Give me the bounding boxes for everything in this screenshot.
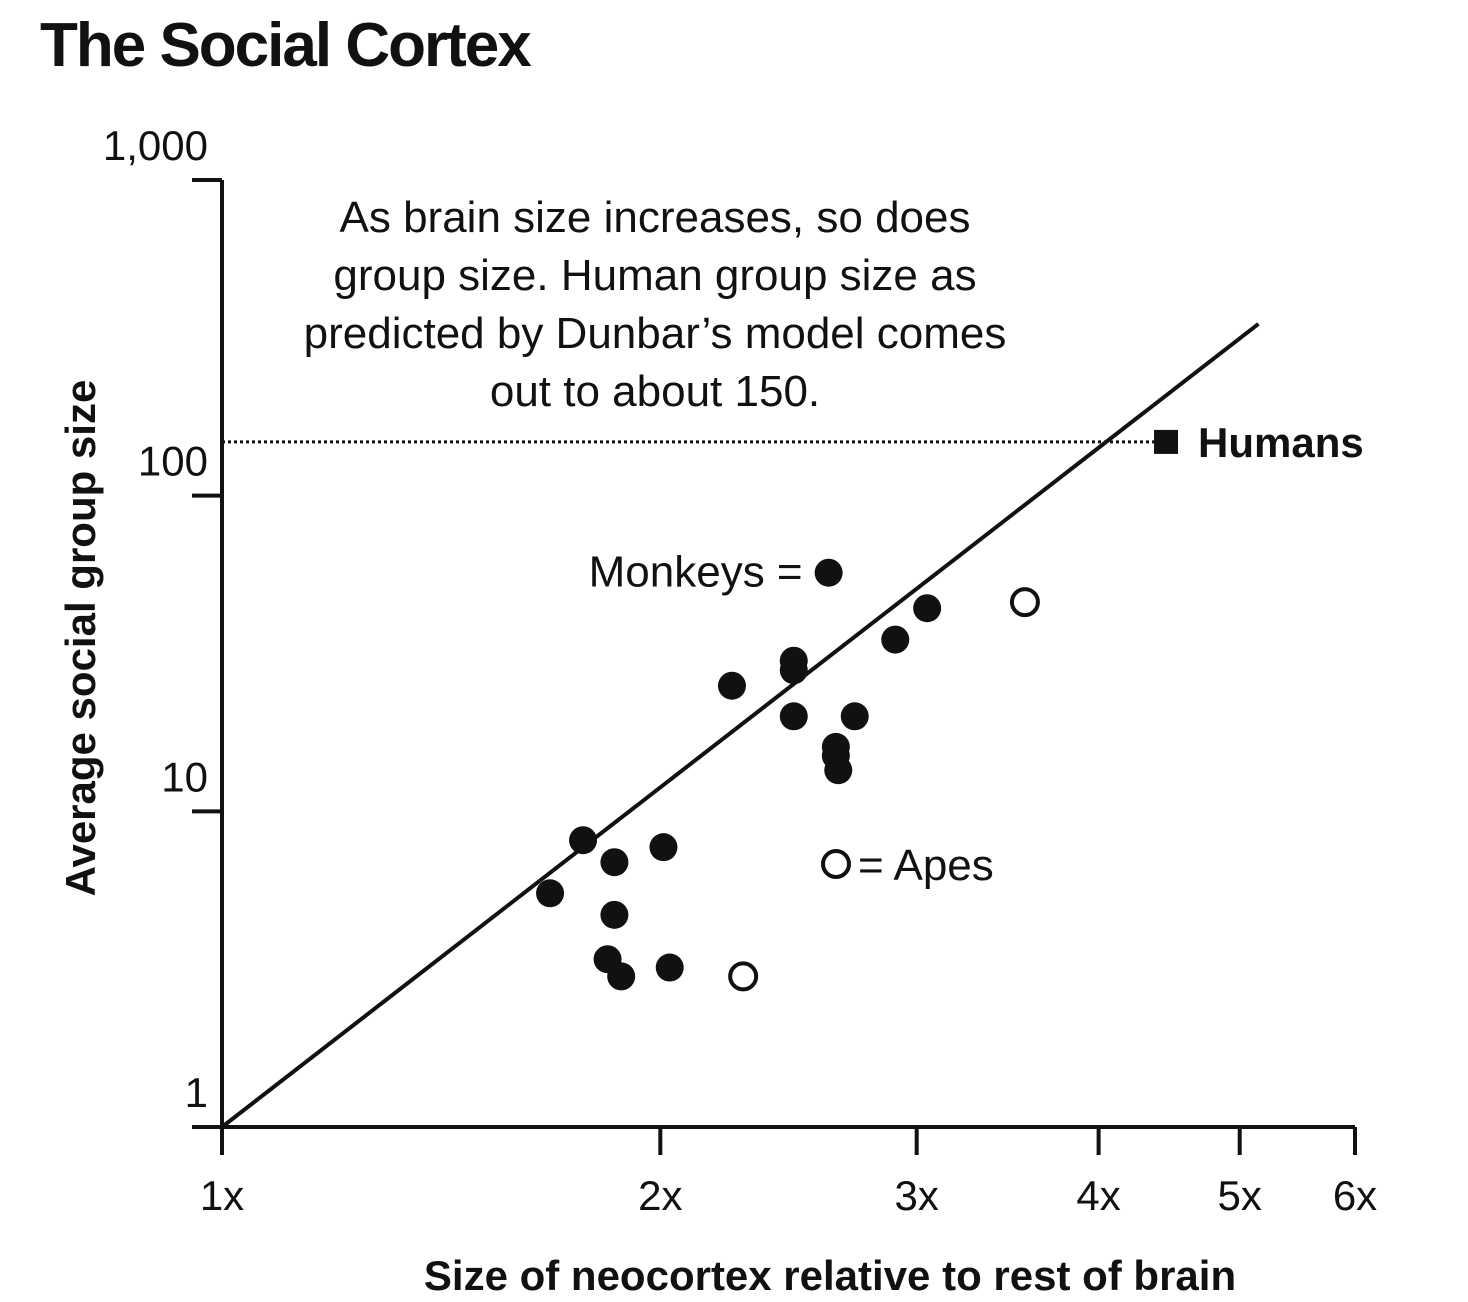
monkey-point <box>649 833 678 862</box>
humans-point <box>1154 429 1179 454</box>
x-tick-label: 3x <box>895 1172 939 1219</box>
axes: 1 10 100 1,000 1x 2x 3x 4x 5x 6x <box>103 122 1377 1219</box>
x-tick-label: 1x <box>200 1172 244 1219</box>
monkey-point <box>779 702 808 731</box>
monkey-point <box>717 671 746 700</box>
monkey-point <box>569 826 598 855</box>
ape-point <box>1009 587 1040 618</box>
monkey-point <box>536 879 565 908</box>
monkey-point <box>840 702 869 731</box>
monkey-point <box>881 625 910 654</box>
monkeys-legend-label: Monkeys = <box>589 548 803 597</box>
monkey-point <box>824 756 853 785</box>
legend: Monkeys = = Apes <box>589 548 994 890</box>
annotation-line: out to about 150. <box>490 367 820 416</box>
annotation-line: group size. Human group size as <box>333 251 976 300</box>
chart-title: The Social Cortex <box>40 11 532 80</box>
y-axis-label: Average social group size <box>57 380 104 897</box>
x-tick-label: 5x <box>1218 1172 1262 1219</box>
apes-legend-label: = Apes <box>858 841 994 890</box>
data-points: Humans <box>536 419 1364 992</box>
monkey-point <box>600 848 629 877</box>
annotation-line: As brain size increases, so does <box>340 193 971 242</box>
annotation-line: predicted by Dunbar’s model comes <box>304 309 1007 358</box>
y-tick-label: 100 <box>138 438 208 485</box>
y-tick-label: 1 <box>185 1069 208 1116</box>
y-tick-label: 10 <box>161 753 208 800</box>
monkey-point <box>655 953 684 982</box>
ape-point <box>728 961 759 992</box>
annotation: As brain size increases, so does group si… <box>304 193 1007 416</box>
x-tick-label: 6x <box>1333 1172 1377 1219</box>
x-tick-label: 4x <box>1076 1172 1120 1219</box>
x-tick-label: 2x <box>638 1172 682 1219</box>
monkey-point <box>607 962 636 991</box>
lines <box>220 322 1260 1129</box>
monkey-point <box>814 558 843 587</box>
humans-label: Humans <box>1198 419 1364 466</box>
monkey-point <box>913 594 942 623</box>
apes-legend-marker <box>821 849 851 879</box>
monkey-point <box>779 656 808 685</box>
monkey-point <box>600 900 629 929</box>
regression-line <box>220 322 1260 1129</box>
x-axis-label: Size of neocortex relative to rest of br… <box>424 1252 1236 1299</box>
y-tick-label: 1,000 <box>103 122 208 169</box>
